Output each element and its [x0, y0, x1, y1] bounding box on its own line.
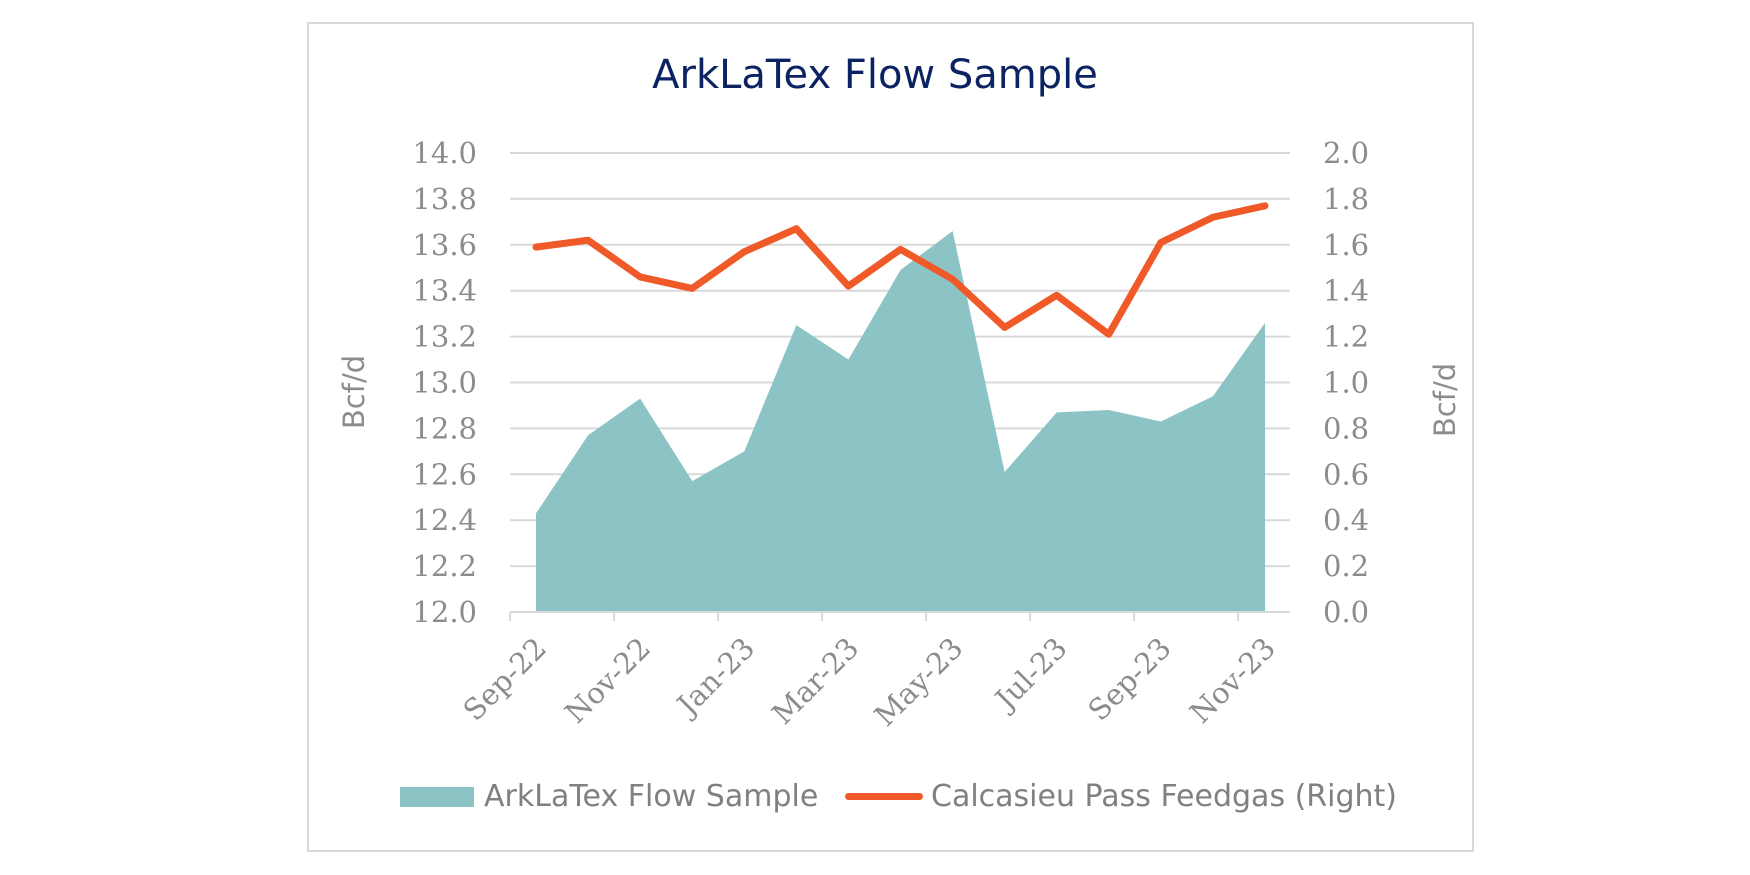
line-series	[532, 202, 1269, 338]
y-tick-label: 12.4	[412, 503, 477, 537]
chart-plot: 14.0 13.8 13.6 13.4 13.2 13.0 12.8 12.6 12.4 12.2…	[337, 136, 1462, 733]
x-tick-labels: Sep-22 Nov-22 Jan-23 Mar-23 May-23 Jul-23 Sep-…	[457, 631, 1282, 733]
chart-title: ArkLaTex Flow Sample	[652, 52, 1098, 98]
y-axis-label: Bcf/d	[337, 355, 371, 429]
y-tick-label: 12.8	[412, 411, 477, 445]
y-tick-label: 13.8	[412, 182, 477, 216]
legend-label-arklatex: ArkLaTex Flow Sample	[484, 779, 819, 814]
y-tick-label: 14.0	[412, 136, 477, 170]
x-tick-label: Sep-22	[457, 631, 553, 727]
area-series-arklatex	[536, 231, 1265, 612]
y2-tick-label: 1.8	[1323, 182, 1369, 216]
x-tick-label: May-23	[868, 631, 970, 733]
y-tick-label: 12.0	[412, 595, 477, 629]
y2-tick-label: 0.2	[1323, 549, 1369, 583]
x-tick-label: Mar-23	[765, 631, 865, 731]
x-tick-label: Nov-22	[558, 631, 657, 730]
area-series	[536, 231, 1265, 612]
line-series-calcasieu	[532, 202, 1269, 338]
y2-tick-label: 2.0	[1323, 136, 1369, 170]
y2-tick-label: 1.4	[1323, 274, 1369, 308]
y2-tick-label: 0.8	[1323, 411, 1369, 445]
y-tick-labels: 14.0 13.8 13.6 13.4 13.2 13.0 12.8 12.6 12.4 12.2…	[412, 136, 477, 629]
y2-tick-label: 1.0	[1323, 366, 1369, 400]
legend-swatch-line	[845, 793, 923, 800]
y-tick-label: 12.6	[412, 457, 477, 491]
legend-item-arklatex: ArkLaTex Flow Sample	[400, 779, 818, 814]
x-tick-label: Sep-23	[1081, 631, 1177, 727]
x-tick-label: Jan-23	[668, 631, 761, 724]
legend-item-calcasieu: Calcasieu Pass Feedgas (Right)	[845, 779, 1397, 814]
y2-axis-label: Bcf/d	[1428, 363, 1462, 437]
y2-tick-label: 0.4	[1323, 503, 1369, 537]
legend-swatch-area	[400, 786, 474, 807]
y-tick-label: 13.6	[412, 228, 477, 262]
y-tick-label: 13.4	[412, 274, 477, 308]
y2-tick-labels: 2.0 1.8 1.6 1.4 1.2 1.0 0.8 0.6 0.4 0.2 0.0	[1323, 136, 1369, 629]
legend-label-calcasieu: Calcasieu Pass Feedgas (Right)	[931, 779, 1398, 814]
y2-tick-label: 0.6	[1323, 457, 1369, 491]
y-tick-label: 13.2	[412, 320, 477, 354]
axes	[509, 611, 1290, 621]
y-tick-label: 12.2	[412, 549, 477, 583]
y2-tick-label: 1.2	[1323, 320, 1369, 354]
x-tick-label: Jul-23	[986, 631, 1073, 718]
legend: ArkLaTex Flow Sample Calcasieu Pass Feed…	[0, 775, 1750, 825]
x-tick-label: Nov-23	[1183, 631, 1282, 730]
y2-tick-label: 1.6	[1323, 228, 1369, 262]
y-tick-label: 13.0	[412, 366, 477, 400]
y2-tick-label: 0.0	[1323, 595, 1369, 629]
